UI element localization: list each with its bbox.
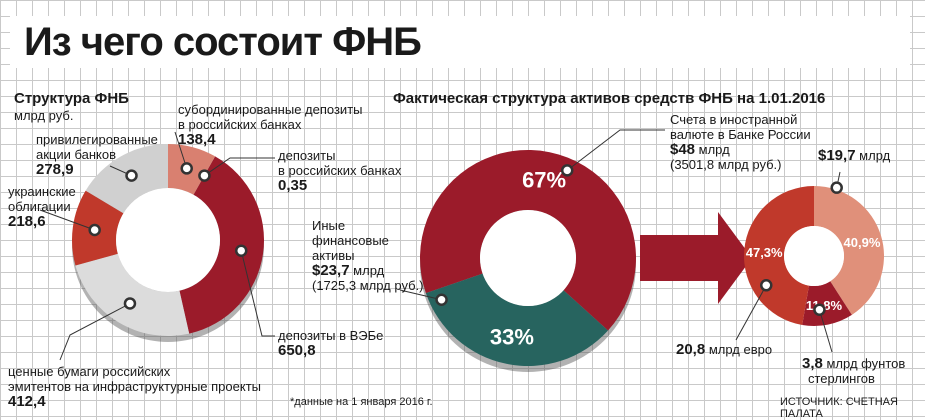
- value-infra-securities: 412,4: [8, 393, 46, 410]
- callout-dot: [830, 181, 843, 194]
- donut-actual-structure: 67% 33%: [420, 149, 636, 372]
- left-chart-title: Структура ФНБ: [14, 90, 129, 107]
- left-chart-units: млрд руб.: [14, 108, 74, 123]
- rub-foreign-accounts: (3501,8 млрд руб.): [670, 157, 782, 172]
- label-veb-deposits-line1: депозиты в ВЭБе: [278, 328, 384, 343]
- label-foreign-accounts-line2: валюте в Банке России: [670, 127, 811, 142]
- donut-hole: [784, 226, 844, 286]
- unit-eur: млрд евро: [708, 342, 773, 357]
- label-pref-shares-line1: привилегированные: [36, 132, 158, 147]
- value-other-assets: $23,7: [312, 262, 350, 279]
- value-foreign-accounts: $48: [670, 141, 696, 158]
- label-rus-deposits-line2: в российских банках: [278, 163, 402, 178]
- unit-foreign-accounts: млрд: [698, 142, 730, 157]
- label-veb-deposits: депозиты в ВЭБе 650,8: [278, 328, 383, 358]
- donut-slice: [75, 253, 190, 336]
- pct-label: 40,9%: [844, 235, 881, 250]
- label-ukr-bonds: украинские облигации 218,6: [8, 184, 76, 229]
- value-eur: 20,8: [676, 341, 706, 358]
- donut-slice: [814, 186, 884, 315]
- title-box: [10, 16, 910, 68]
- callout-markers: [39, 129, 843, 361]
- donut-slice: [179, 156, 265, 334]
- arrow: [640, 212, 752, 304]
- callout-dot: [560, 164, 574, 177]
- label-gbp: 3,8 млрд фунтов стерлингов: [802, 356, 905, 386]
- label-rus-deposits-line1: депозиты: [278, 148, 336, 163]
- callout-dot: [813, 303, 826, 316]
- value-pref-shares: 278,9: [36, 161, 74, 178]
- unit-gbp: млрд фунтов: [826, 356, 906, 371]
- pct-label: 33%: [490, 324, 534, 349]
- pct-label: 47,3%: [746, 245, 783, 260]
- page-title: Из чего состоит ФНБ: [24, 20, 422, 64]
- source-note: ИСТОЧНИК: СЧЕТНАЯ ПАЛАТА: [780, 396, 898, 420]
- value-veb-deposits: 650,8: [278, 342, 316, 359]
- label-usd: $19,7 млрд: [818, 148, 890, 163]
- value-rus-deposits: 0,35: [278, 177, 308, 194]
- leader-line: [818, 309, 833, 353]
- leader-line: [39, 209, 95, 231]
- donut-hole: [480, 210, 576, 306]
- label-sub-deposits-line2: в российских банках: [178, 117, 302, 132]
- label-ukr-bonds-line1: украинские: [8, 184, 76, 199]
- footnote: *данные на 1 января 2016 г.: [290, 396, 433, 408]
- leader-line: [59, 303, 131, 361]
- label-eur: 20,8 млрд евро: [676, 342, 772, 357]
- leader-line: [204, 157, 275, 176]
- donut-slice: [420, 149, 636, 331]
- unit-other-assets: млрд: [353, 263, 385, 278]
- value-sub-deposits: 138,4: [178, 131, 216, 148]
- label-sub-deposits: субординированные депозиты в российских …: [178, 102, 363, 147]
- arrow-shape: [640, 212, 752, 304]
- leader-line: [566, 129, 665, 171]
- donut-slice: [744, 186, 814, 325]
- leader-line: [174, 131, 188, 169]
- label-sub-deposits-line1: субординированные депозиты: [178, 102, 363, 117]
- label-rus-deposits: депозиты в российских банках 0,35: [278, 148, 401, 193]
- label-foreign-accounts-line1: Счета в иностранной: [670, 112, 798, 127]
- pct-label: 67%: [522, 168, 566, 193]
- label-infra-securities-line2: эмитентов на инфраструктурные проекты: [8, 379, 262, 394]
- label-infra-securities-line1: ценные бумаги российских: [8, 364, 171, 379]
- label-other-assets-line2: финансовые: [312, 233, 389, 248]
- label-other-assets-line1: Иные: [312, 218, 346, 233]
- right-chart-title: Фактическая структура активов средств ФН…: [393, 90, 826, 107]
- callout-dot: [180, 162, 193, 175]
- unit-usd: млрд: [859, 148, 891, 163]
- value-usd: $19,7: [818, 147, 856, 164]
- label-ukr-bonds-line2: облигации: [8, 199, 71, 214]
- label-other-assets-line3: активы: [312, 248, 355, 263]
- leader-line: [240, 250, 275, 337]
- donut-slice: [425, 273, 609, 366]
- label-pref-shares-line2: акции банков: [36, 147, 117, 162]
- leader-line: [399, 289, 442, 301]
- donut-hole: [116, 188, 220, 292]
- callout-dot: [234, 244, 248, 257]
- value-gbp: 3,8: [802, 355, 823, 372]
- callout-dot: [123, 297, 137, 310]
- donut-slice: [802, 281, 852, 326]
- callout-dot: [435, 293, 448, 307]
- callout-dot: [125, 169, 138, 182]
- donut-currency-structure: 40,9%11,8%47,3%: [744, 186, 884, 326]
- label-gbp-line2: стерлингов: [808, 371, 875, 386]
- label-foreign-accounts: Счета в иностранной валюте в Банке Росси…: [670, 112, 811, 172]
- label-other-assets: Иные финансовые активы $23,7 млрд (1725,…: [312, 218, 423, 293]
- callout-dot: [88, 223, 101, 237]
- rub-other-assets: (1725,3 млрд руб.): [312, 278, 424, 293]
- label-pref-shares: привилегированные акции банков 278,9: [36, 132, 158, 177]
- callout-dot: [198, 169, 211, 182]
- label-infra-securities: ценные бумаги российских эмитентов на ин…: [8, 364, 261, 409]
- value-ukr-bonds: 218,6: [8, 213, 46, 230]
- callout-dot: [760, 279, 773, 292]
- leader-line: [735, 285, 767, 341]
